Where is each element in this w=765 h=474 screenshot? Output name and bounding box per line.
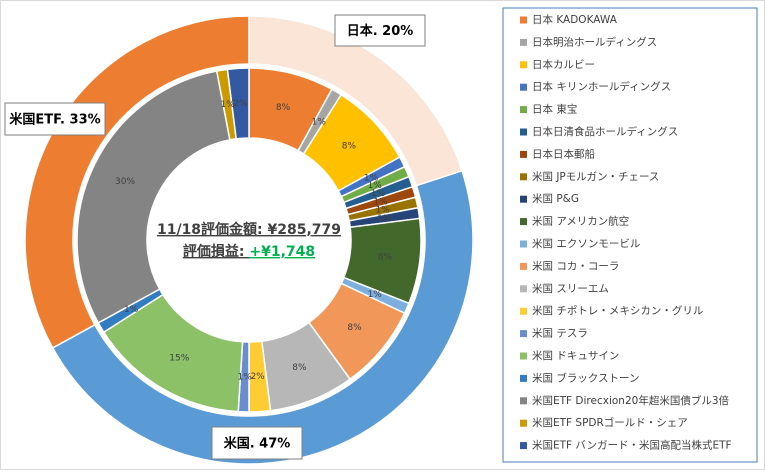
slice-label: 1%: [220, 100, 235, 110]
legend-label: 米国 エクソンモービル: [532, 237, 640, 250]
legend-label: 日本 KADOKAWA: [532, 13, 618, 26]
legend-swatch: [520, 218, 527, 226]
legend-label: 日本カルビー: [532, 58, 595, 71]
legend-swatch: [520, 83, 527, 91]
slice-label: 1%: [368, 181, 383, 191]
legend-swatch: [520, 128, 527, 136]
slice-label: 1%: [364, 173, 379, 183]
legend-label: 米国 JPモルガン・チェース: [532, 170, 659, 183]
slice-label: 1%: [312, 118, 327, 128]
outer-label: 日本. 20%: [347, 23, 414, 39]
legend-swatch: [520, 419, 527, 427]
slice-label: 2%: [233, 99, 248, 109]
legend-label: 米国 ドキュサイン: [532, 349, 619, 362]
legend-label: 日本日本郵船: [532, 147, 595, 160]
outer-label: 米国ETF. 33%: [9, 112, 100, 128]
legend-swatch: [520, 38, 527, 46]
legend-swatch: [520, 374, 527, 382]
legend-label: 米国 コカ・コーラ: [532, 259, 619, 272]
legend-box: [502, 7, 758, 463]
inner-slice: [226, 67, 250, 140]
slice-label: 8%: [292, 363, 307, 373]
legend-label: 米国 ブラックストーン: [532, 371, 640, 384]
slice-label: 1%: [377, 214, 392, 224]
slice-label: 1%: [371, 189, 386, 199]
legend-label: 米国 アメリカン航空: [532, 215, 629, 228]
legend-label: 米国 テスラ: [532, 327, 588, 340]
legend-swatch: [520, 173, 527, 181]
legend-label: 米国ETF Direcxion20年超米国債ブル3倍: [532, 394, 729, 407]
legend-swatch: [520, 397, 527, 405]
slice-label: 1%: [368, 290, 383, 300]
center-gain-line: 評価損益: +¥1,748: [183, 243, 315, 260]
legend-label: 日本明治ホールディングス: [532, 35, 657, 48]
legend-label: 米国 P&G: [532, 192, 579, 205]
legend-swatch: [520, 307, 527, 315]
legend-label: 米国 スリーエム: [532, 282, 609, 295]
legend-label: 米国 チポトレ・メキシカン・グリル: [532, 304, 703, 317]
slice-label: 1%: [238, 372, 253, 382]
center-gain-value: +¥1,748: [249, 244, 315, 260]
legend-label: 米国ETF SPDRゴールド・シェア: [532, 416, 688, 429]
outer-slice: [24, 15, 250, 349]
legend-label: 日本 東宝: [532, 103, 577, 116]
legend-label: 日本日清食品ホールディングス: [532, 125, 678, 138]
outer-label: 米国. 47%: [224, 436, 291, 452]
legend-swatch: [520, 262, 527, 270]
slice-label: 2%: [250, 372, 265, 382]
slice-label: 30%: [115, 177, 135, 187]
slice-label: 1%: [373, 197, 388, 207]
slice-label: 8%: [276, 103, 291, 113]
legend-swatch: [520, 442, 527, 450]
outer-label-box: [211, 426, 303, 460]
legend-swatch: [520, 106, 527, 114]
slice-label: 8%: [378, 253, 393, 263]
slice-label: 8%: [342, 142, 357, 152]
legend-swatch: [520, 61, 527, 69]
legend-swatch: [520, 285, 527, 293]
legend-swatch: [520, 195, 527, 203]
legend-label: 米国ETF バンガード・米国高配当株式ETF: [532, 439, 732, 452]
outer-label-box: [334, 14, 426, 47]
center-gain-caption: 評価損益:: [183, 243, 249, 260]
legend-swatch: [520, 150, 527, 158]
legend-swatch: [520, 352, 527, 360]
legend-label: 日本 キリンホールディングス: [532, 80, 671, 93]
slice-label: 1%: [124, 305, 139, 315]
legend-swatch: [520, 330, 527, 338]
legend-swatch: [520, 16, 527, 24]
outer-label-box: [4, 102, 106, 136]
slice-label: 8%: [347, 323, 362, 333]
outer-slice: [51, 169, 474, 465]
inner-slice: [76, 70, 231, 324]
slice-label: 1%: [376, 206, 391, 216]
slice-label: 15%: [169, 353, 189, 363]
center-title: 11/18評価金額: ¥285,779: [157, 221, 341, 238]
legend-swatch: [520, 240, 527, 248]
